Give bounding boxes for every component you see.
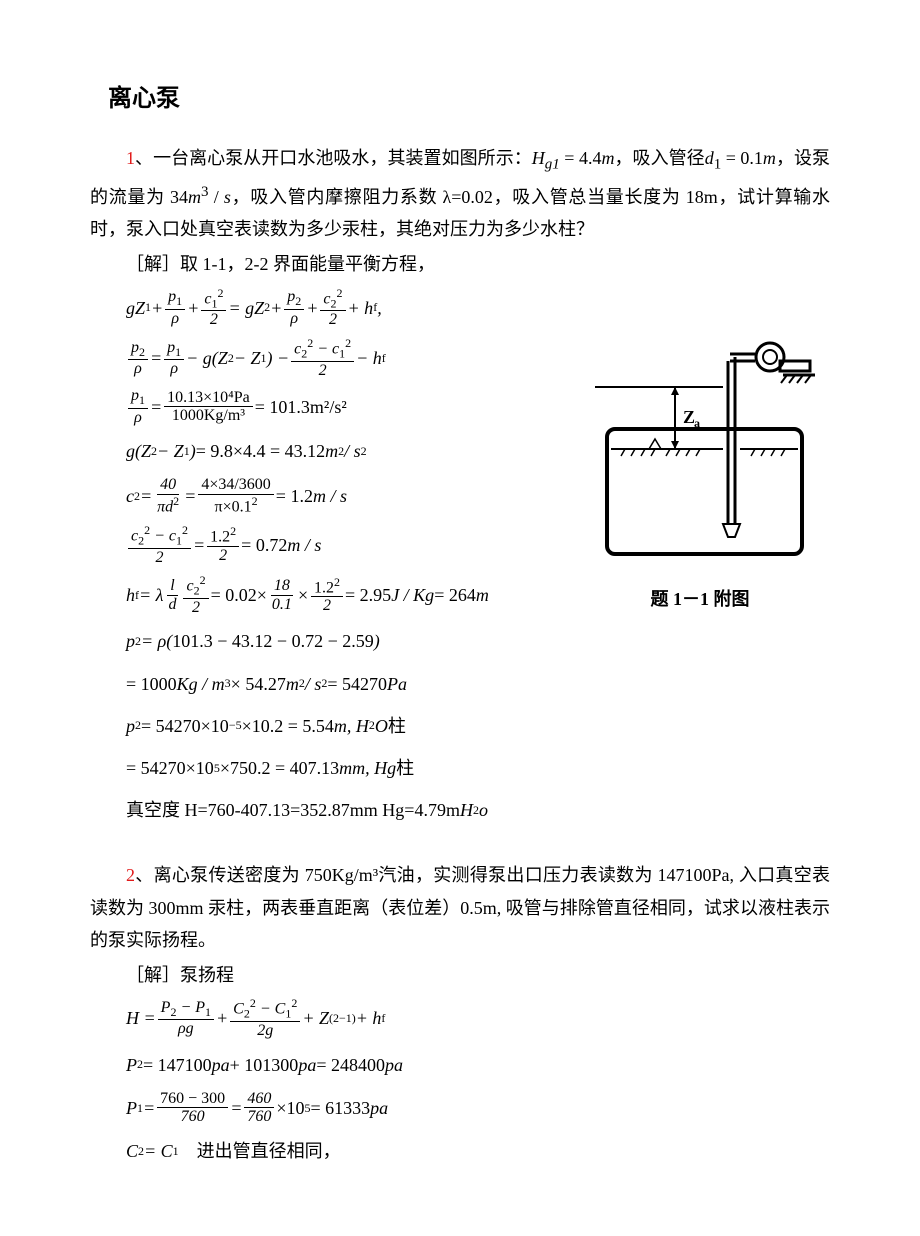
p2-eq2: P2 = 147100 pa + 101300 pa = 248400 pa xyxy=(126,1048,830,1082)
p1-text-b: ，吸入管径 xyxy=(614,148,704,168)
p2-eq3: P1 = 760 − 300760 = 460760×105 = 61333 p… xyxy=(126,1090,830,1126)
p1-content-row: gZ1 + p1ρ + c122 = gZ2 + p2ρ + c222 + hf… xyxy=(90,279,830,836)
problem-1: 1、一台离心泵从开口水池吸水，其装置如图所示：Hg1 = 4.4m，吸入管径d1… xyxy=(90,142,830,835)
p2-solution-label: ［解］泵扬程 xyxy=(90,961,830,990)
p1-eq2: p2ρ = p1ρ − g(Z2 − Z1) − c22 − c122 − hf xyxy=(126,337,550,379)
p1-eq4: g(Z2 − Z1) = 9.8×4.4 = 43.12m2 / s2 xyxy=(126,434,550,468)
p2-equations: H = P2 − P1ρg + C22 − C122g + Z(2−1) + h… xyxy=(90,997,830,1168)
diagram-caption: 题 1－1 附图 xyxy=(651,585,750,614)
problem-2: 2、离心泵传送密度为 750Kg/m³汽油，实测得泵出口压力表读数为 14710… xyxy=(90,859,830,1168)
p1-eq11: = 54270×105 ×750.2 = 407.13mm, Hg 柱 xyxy=(126,751,550,785)
problem-num-1: 1 xyxy=(126,148,135,168)
p1-eq3: p1ρ = 10.13×10⁴Pa1000Kg/m³ = 101.3m²/s² xyxy=(126,387,550,426)
p1-eq1: gZ1 + p1ρ + c122 = gZ2 + p2ρ + c222 + hf… xyxy=(126,287,550,329)
p1-solution-label: ［解］取 1-1，2-2 界面能量平衡方程， xyxy=(90,250,830,279)
p1-eq6: c22 − c122 = 1.222 = 0.72m / s xyxy=(126,524,550,566)
problem-1-text: 1、一台离心泵从开口水池吸水，其装置如图所示：Hg1 = 4.4m，吸入管径d1… xyxy=(90,142,830,245)
p1-equations: gZ1 + p1ρ + c122 = gZ2 + p2ρ + c222 + hf… xyxy=(90,279,550,836)
svg-text:a: a xyxy=(694,416,700,430)
p1-eq10: p2 = 54270×10−5 ×10.2 = 5.54m, H2O 柱 xyxy=(126,709,550,743)
pump-diagram: Z a xyxy=(575,339,825,579)
problem-2-text: 2、离心泵传送密度为 750Kg/m³汽油，实测得泵出口压力表读数为 14710… xyxy=(90,859,830,956)
p2-eq1: H = P2 − P1ρg + C22 − C122g + Z(2−1) + h… xyxy=(126,997,830,1039)
p1-eq12: 真空度 H=760-407.13=352.87mm Hg=4.79m H2o xyxy=(126,793,550,827)
p1-text-a: 、一台离心泵从开口水池吸水，其装置如图所示： xyxy=(135,148,532,168)
p1-eq9: = 1000Kg / m3 × 54.27m2 / s2 = 54270Pa xyxy=(126,667,550,701)
p1-eq5: c2 = 40πd2 = 4×34/3600π×0.12 = 1.2m / s xyxy=(126,476,550,516)
page-title: 离心泵 xyxy=(108,80,830,118)
problem-num-2: 2 xyxy=(126,865,135,885)
p1-eq7: hf = λldc222 = 0.02×180.1×1.222 = 2.95J … xyxy=(126,574,550,616)
p2-eq4: C2 = C1 进出管直径相同， xyxy=(126,1134,830,1168)
p2-text: 、离心泵传送密度为 750Kg/m³汽油，实测得泵出口压力表读数为 147100… xyxy=(90,865,830,950)
p1-eq8: p2 = ρ(101.3 − 43.12 − 0.72 − 2.59) xyxy=(126,624,550,658)
diagram-column: Z a 题 1－1 附图 xyxy=(570,339,830,614)
